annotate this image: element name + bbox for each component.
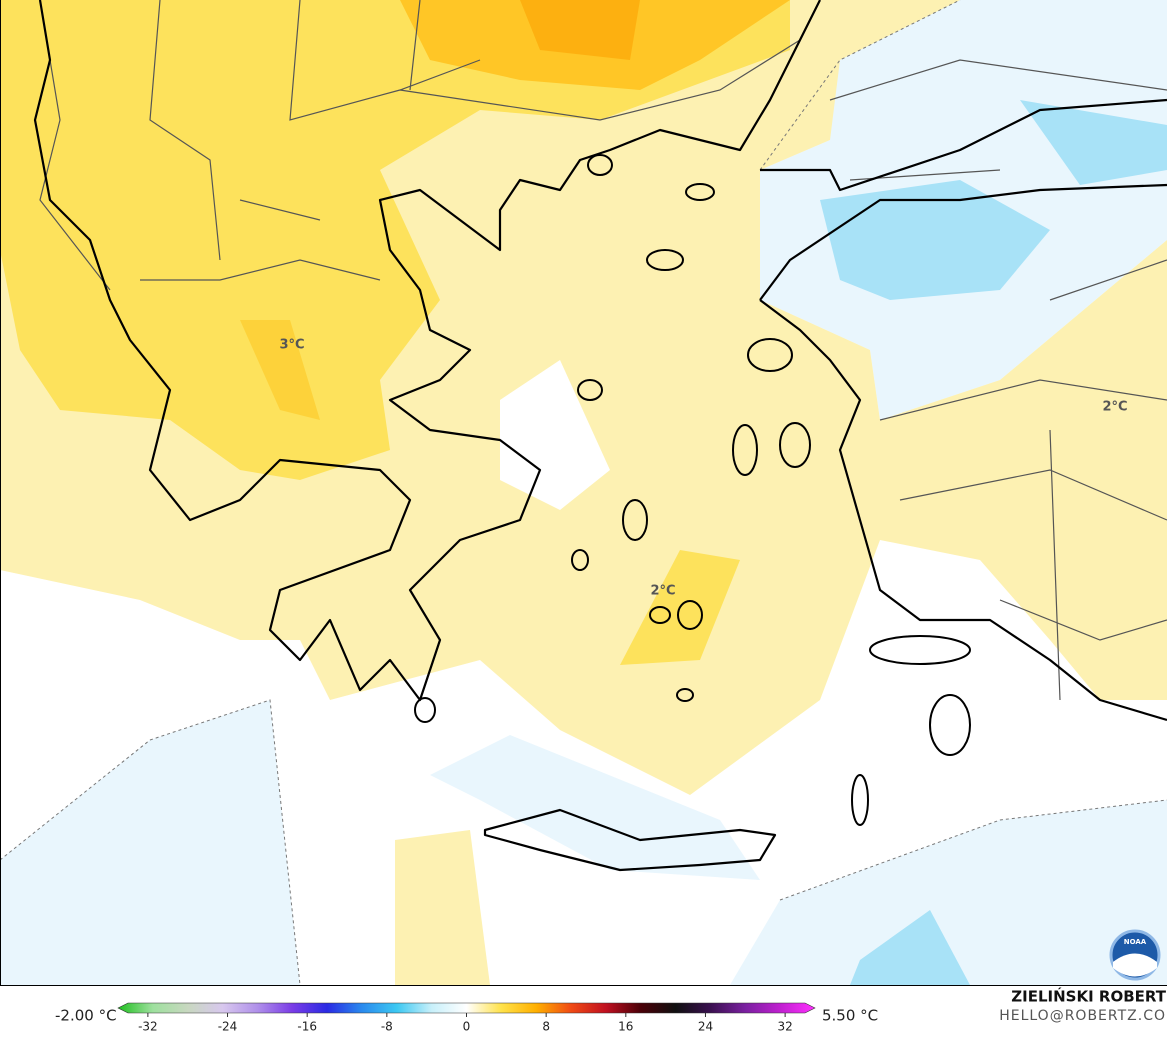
credit-author: ZIELIŃSKI ROBERT: [1011, 987, 1166, 1006]
temperature-label: 2°C: [650, 584, 675, 599]
colorbar-tick-label: -32: [138, 1020, 158, 1034]
temperature-label: 3°C: [279, 338, 304, 353]
temperature-label: 2°C: [1102, 400, 1127, 415]
credit-email: HELLO@ROBERTZ.CO: [999, 1008, 1166, 1024]
colorbar-tick-label: -24: [218, 1020, 238, 1034]
map: [0, 0, 1167, 986]
colorbar-tick-label: -16: [297, 1020, 317, 1034]
logo-text: NOAA: [1124, 938, 1147, 946]
colorbar-tick-label: 24: [698, 1020, 713, 1034]
colorbar-tick-label: 8: [542, 1020, 550, 1034]
noaa-logo: NOAA: [1109, 929, 1161, 981]
colorbar-tick-label: 32: [777, 1020, 792, 1034]
legend-min-label: -2.00 °C: [55, 1007, 117, 1025]
colorbar-bar: [117, 1002, 816, 1014]
legend-max-label: 5.50 °C: [822, 1007, 878, 1025]
colorbar-tick-label: 0: [463, 1020, 471, 1034]
colorbar: -32 -24 -16 -8 0 8 16 24 32: [117, 1002, 816, 1034]
colorbar-tick-label: 16: [618, 1020, 633, 1034]
colorbar-tick-label: -8: [381, 1020, 393, 1034]
